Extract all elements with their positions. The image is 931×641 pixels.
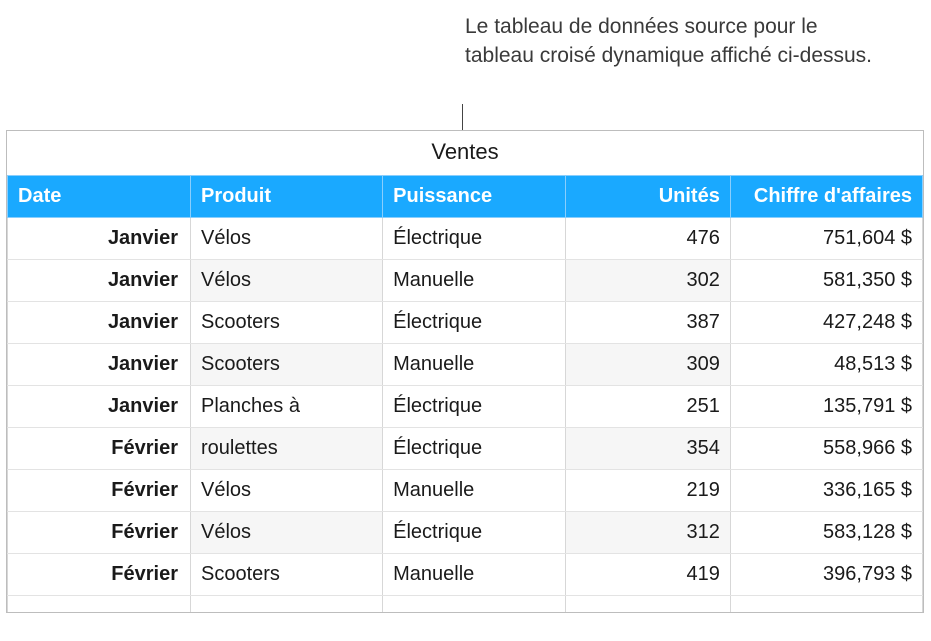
cell-puissance[interactable]: Électrique xyxy=(383,302,566,344)
table-row[interactable]: Février Vélos Électrique 312 583,128 $ xyxy=(8,512,923,554)
cell-unites[interactable]: 354 xyxy=(566,428,731,470)
sales-table: Ventes Date Produit Puissance Unités Chi… xyxy=(6,130,924,613)
cell-unites[interactable]: 219 xyxy=(566,470,731,512)
cell-produit[interactable]: Scooters xyxy=(191,554,383,596)
col-header-puissance[interactable]: Puissance xyxy=(383,176,566,218)
cell-unites[interactable]: 476 xyxy=(566,218,731,260)
header-row: Date Produit Puissance Unités Chiffre d'… xyxy=(8,176,923,218)
cell-date[interactable]: Février xyxy=(8,470,191,512)
table-row[interactable]: Janvier Scooters Manuelle 309 48,513 $ xyxy=(8,344,923,386)
cell-date[interactable]: Janvier xyxy=(8,302,191,344)
table-title: Ventes xyxy=(7,131,923,175)
cell-produit[interactable]: Vélos xyxy=(191,470,383,512)
table-row[interactable]: Janvier Scooters Électrique 387 427,248 … xyxy=(8,302,923,344)
cell-produit[interactable]: Planches à xyxy=(191,386,383,428)
cell-date[interactable]: Février xyxy=(8,428,191,470)
cell-produit[interactable]: Scooters xyxy=(191,302,383,344)
cell-ca[interactable]: 583,128 $ xyxy=(730,512,922,554)
cell-ca[interactable]: 581,350 $ xyxy=(730,260,922,302)
cell-date[interactable]: Février xyxy=(8,554,191,596)
col-header-chiffre-affaires[interactable]: Chiffre d'affaires xyxy=(730,176,922,218)
cell-unites[interactable]: 419 xyxy=(566,554,731,596)
cell-produit[interactable]: Vélos xyxy=(191,218,383,260)
cell-puissance[interactable]: Manuelle xyxy=(383,470,566,512)
table-body: Janvier Vélos Électrique 476 751,604 $ J… xyxy=(8,218,923,612)
cell-date[interactable]: Janvier xyxy=(8,386,191,428)
cell-produit[interactable]: Vélos xyxy=(191,512,383,554)
cell-puissance[interactable]: Électrique xyxy=(383,386,566,428)
cell-date[interactable]: Janvier xyxy=(8,260,191,302)
cell-ca[interactable]: 396,793 $ xyxy=(730,554,922,596)
cell-produit[interactable]: Scooters xyxy=(191,344,383,386)
cell-ca[interactable]: 751,604 $ xyxy=(730,218,922,260)
cell-ca[interactable]: 427,248 $ xyxy=(730,302,922,344)
col-header-produit[interactable]: Produit xyxy=(191,176,383,218)
empty-row xyxy=(8,596,923,612)
cell-date[interactable]: Janvier xyxy=(8,344,191,386)
cell-produit[interactable]: Vélos xyxy=(191,260,383,302)
callout-text: Le tableau de données source pour le tab… xyxy=(465,12,885,71)
cell-puissance[interactable]: Électrique xyxy=(383,428,566,470)
cell-puissance[interactable]: Manuelle xyxy=(383,260,566,302)
cell-puissance[interactable]: Électrique xyxy=(383,512,566,554)
col-header-unites[interactable]: Unités xyxy=(566,176,731,218)
cell-date[interactable]: Février xyxy=(8,512,191,554)
col-header-date[interactable]: Date xyxy=(8,176,191,218)
cell-unites[interactable]: 312 xyxy=(566,512,731,554)
cell-ca[interactable]: 558,966 $ xyxy=(730,428,922,470)
cell-ca[interactable]: 135,791 $ xyxy=(730,386,922,428)
cell-unites[interactable]: 387 xyxy=(566,302,731,344)
cell-unites[interactable]: 251 xyxy=(566,386,731,428)
table-row[interactable]: Janvier Vélos Manuelle 302 581,350 $ xyxy=(8,260,923,302)
cell-puissance[interactable]: Manuelle xyxy=(383,554,566,596)
cell-puissance[interactable]: Électrique xyxy=(383,218,566,260)
cell-unites[interactable]: 302 xyxy=(566,260,731,302)
table-row[interactable]: Février Scooters Manuelle 419 396,793 $ xyxy=(8,554,923,596)
cell-unites[interactable]: 309 xyxy=(566,344,731,386)
cell-date[interactable]: Janvier xyxy=(8,218,191,260)
data-table: Date Produit Puissance Unités Chiffre d'… xyxy=(7,175,923,612)
table-row[interactable]: Janvier Planches à Électrique 251 135,79… xyxy=(8,386,923,428)
cell-puissance[interactable]: Manuelle xyxy=(383,344,566,386)
table-row[interactable]: Janvier Vélos Électrique 476 751,604 $ xyxy=(8,218,923,260)
table-row[interactable]: Février roulettes Électrique 354 558,966… xyxy=(8,428,923,470)
cell-ca[interactable]: 48,513 $ xyxy=(730,344,922,386)
cell-produit[interactable]: roulettes xyxy=(191,428,383,470)
cell-ca[interactable]: 336,165 $ xyxy=(730,470,922,512)
table-row[interactable]: Février Vélos Manuelle 219 336,165 $ xyxy=(8,470,923,512)
